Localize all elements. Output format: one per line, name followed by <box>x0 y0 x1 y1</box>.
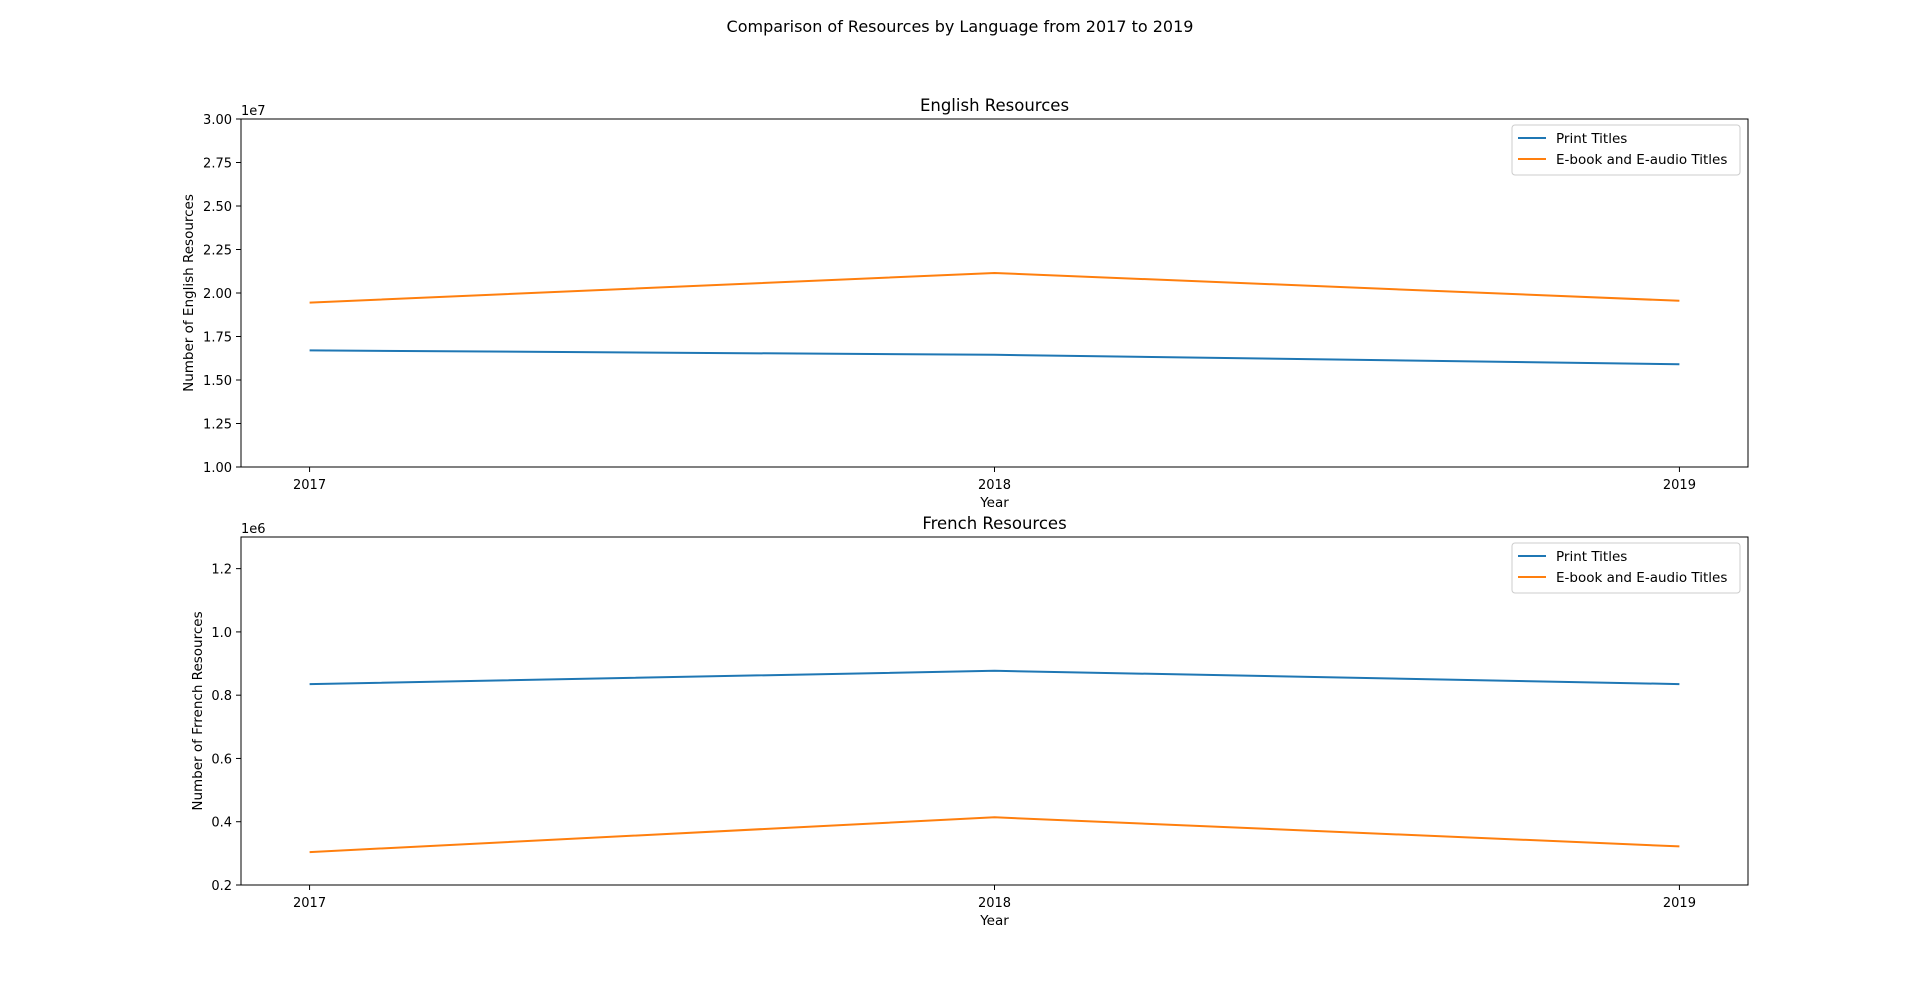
y-tick-label: 1.50 <box>203 374 232 389</box>
subplot-0: English Resources 2017 2018 2019 Year 1.00 1.2… <box>181 96 1749 511</box>
series-line-0 <box>309 669 1680 686</box>
y-tick-label: 1.2 <box>211 563 232 578</box>
y-tick-label: 0.2 <box>211 879 232 894</box>
subplot-title: English Resources <box>920 96 1069 115</box>
x-axis-label: Year <box>979 913 1009 929</box>
subplot-1: French Resources 2017 2018 2019 Year 0.2 0.4 0.… <box>190 514 1749 929</box>
y-axis-label: Number of Frrench Resources <box>190 611 206 810</box>
legend-label: Print Titles <box>1556 549 1627 565</box>
x-tick-label: 2019 <box>1663 478 1696 493</box>
y-tick-label: 0.8 <box>211 689 232 704</box>
legend-label: Print Titles <box>1556 131 1627 147</box>
x-tick-label: 2018 <box>978 896 1011 911</box>
y-tick-label: 0.6 <box>211 752 232 767</box>
y-tick-label: 0.4 <box>211 816 232 831</box>
y-tick-label: 2.25 <box>203 244 232 259</box>
y-offset-text: 1e6 <box>241 522 266 537</box>
x-tick-label: 2017 <box>293 896 326 911</box>
y-axis-label: Number of English Resources <box>181 194 197 392</box>
y-tick-label: 1.25 <box>203 418 232 433</box>
x-tick-label: 2017 <box>293 478 326 493</box>
figure-suptitle: Comparison of Resources by Language from… <box>727 17 1194 36</box>
legend-label: E-book and E-audio Titles <box>1556 152 1727 168</box>
legend: Print Titles E-book and E-audio Titles <box>1511 124 1741 176</box>
y-tick-label: 1.75 <box>203 331 232 346</box>
series-line-1 <box>309 816 1680 854</box>
legend-box <box>1511 124 1741 176</box>
legend-label: E-book and E-audio Titles <box>1556 570 1727 586</box>
y-tick-label: 1.0 <box>211 626 232 641</box>
x-axis-label: Year <box>979 495 1009 511</box>
x-tick-label: 2018 <box>978 478 1011 493</box>
x-tick-label: 2019 <box>1663 896 1696 911</box>
y-offset-text: 1e7 <box>241 104 266 119</box>
y-tick-label: 2.00 <box>203 287 232 302</box>
series-line-1 <box>309 272 1680 304</box>
legend-box <box>1511 542 1741 594</box>
subplot-title: French Resources <box>922 514 1066 533</box>
y-tick-label: 1.00 <box>203 461 232 476</box>
y-tick-label: 2.50 <box>203 200 232 215</box>
series-line-0 <box>309 349 1680 366</box>
y-tick-label: 3.00 <box>203 113 232 128</box>
legend: Print Titles E-book and E-audio Titles <box>1511 542 1741 594</box>
y-tick-label: 2.75 <box>203 157 232 172</box>
